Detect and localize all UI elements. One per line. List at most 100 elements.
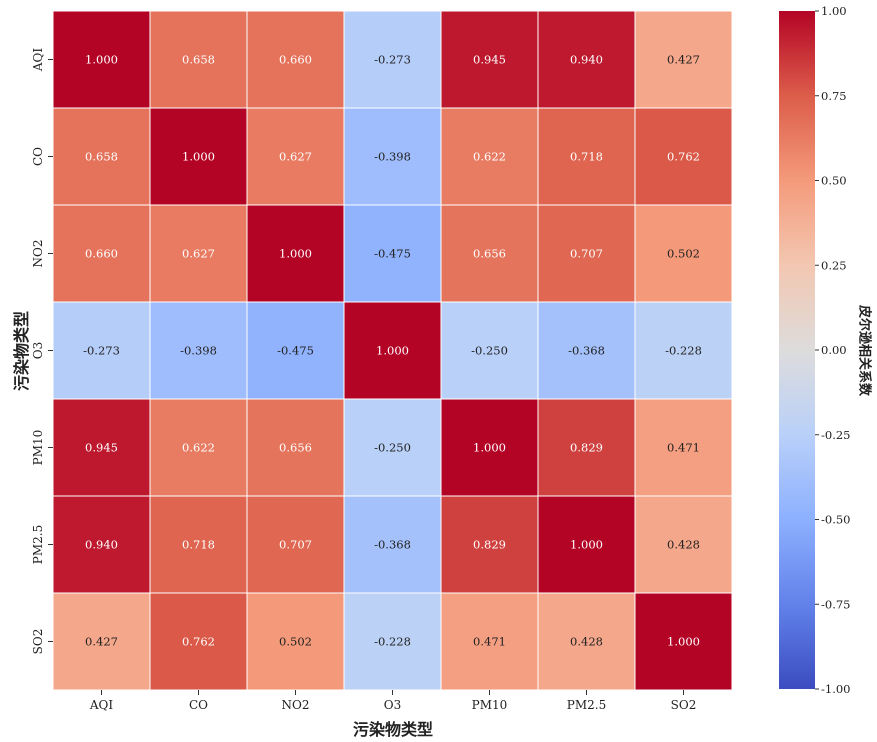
heatmap-cell-PM10-SO2 <box>634 398 733 497</box>
x-axis: AQI CO NO2 O3 PM10 PM2.5 SO2 <box>89 690 696 712</box>
y-axis-title: 污染物类型 <box>12 311 31 392</box>
heatmap-cell-O3-PM2.5 <box>537 301 636 400</box>
cell-value-label: 0.829 <box>570 441 603 455</box>
cell-value-label: 0.707 <box>570 247 603 261</box>
x-tick-label: PM10 <box>472 698 508 712</box>
heatmap-cell-NO2-NO2 <box>246 204 345 303</box>
colorbar-tick-label: 0.25 <box>821 258 847 272</box>
cell-value-label: 0.940 <box>570 53 603 67</box>
cell-value-label: 0.945 <box>473 53 506 67</box>
colorbar-tick-label: 0.75 <box>821 89 847 103</box>
cell-value-label: 0.427 <box>85 635 118 649</box>
heatmap-cell-NO2-AQI <box>52 204 151 303</box>
cell-value-label: -0.398 <box>180 344 217 358</box>
heatmap-cell-AQI-PM2.5 <box>537 10 636 109</box>
colorbar-axis: 1.00 0.75 0.50 0.25 0.00 -0.25 -0.50 -0.75 -1.00 <box>815 4 851 696</box>
cell-value-label: 0.762 <box>667 150 700 164</box>
cell-value-label: -0.273 <box>374 53 411 67</box>
colorbar-title: 皮尔逊相关系数 <box>856 304 872 396</box>
cell-value-label: -0.250 <box>374 441 411 455</box>
y-tick-label: NO2 <box>31 240 45 268</box>
heatmap-cells: 1.000 0.658 0.660 -0.273 0.945 0.940 0.427 0.65… <box>52 10 733 691</box>
cell-value-label: -0.398 <box>374 150 411 164</box>
y-tick-label: O3 <box>31 342 45 359</box>
y-tick-label: PM10 <box>31 430 45 466</box>
cell-value-label: 0.940 <box>85 538 118 552</box>
heatmap-cell-SO2-NO2 <box>246 592 345 691</box>
x-axis-title: 污染物类型 <box>352 720 433 739</box>
heatmap-cell-PM2.5-SO2 <box>634 495 733 594</box>
heatmap-cell-AQI-PM10 <box>440 10 539 109</box>
heatmap-cell-O3-CO <box>149 301 248 400</box>
colorbar <box>779 11 815 689</box>
heatmap-cell-AQI-CO <box>149 10 248 109</box>
cell-value-label: 0.502 <box>279 635 312 649</box>
heatmap-cell-NO2-O3 <box>343 204 442 303</box>
y-tick-label: SO2 <box>31 629 45 655</box>
cell-value-label: 0.428 <box>570 635 603 649</box>
heatmap-cell-PM2.5-AQI <box>52 495 151 594</box>
cell-value-label: 1.000 <box>376 344 409 358</box>
colorbar-tick-label: 1.00 <box>821 4 847 18</box>
cell-value-label: 0.658 <box>182 53 215 67</box>
heatmap-cell-NO2-SO2 <box>634 204 733 303</box>
y-tick-label: PM2.5 <box>31 525 45 564</box>
heatmap-cell-NO2-CO <box>149 204 248 303</box>
cell-value-label: 0.656 <box>279 441 312 455</box>
colorbar-tick-label: -0.25 <box>821 428 851 442</box>
cell-value-label: 1.000 <box>473 441 506 455</box>
heatmap-cell-CO-PM10 <box>440 107 539 206</box>
cell-value-label: 0.471 <box>667 441 700 455</box>
heatmap-cell-CO-SO2 <box>634 107 733 206</box>
heatmap-cell-SO2-O3 <box>343 592 442 691</box>
colorbar-tick-label: -1.00 <box>821 682 851 696</box>
cell-value-label: 0.428 <box>667 538 700 552</box>
cell-value-label: 0.660 <box>279 53 312 67</box>
colorbar-tick-label: 0.50 <box>821 174 847 188</box>
cell-value-label: 1.000 <box>85 53 118 67</box>
x-tick-label: AQI <box>89 698 114 712</box>
x-tick-label: SO2 <box>671 698 697 712</box>
heatmap-cell-PM10-NO2 <box>246 398 345 497</box>
cell-value-label: 0.471 <box>473 635 506 649</box>
cell-value-label: 0.829 <box>473 538 506 552</box>
heatmap-cell-PM2.5-PM10 <box>440 495 539 594</box>
cell-value-label: 0.502 <box>667 247 700 261</box>
heatmap-cell-CO-NO2 <box>246 107 345 206</box>
cell-value-label: -0.250 <box>471 344 508 358</box>
cell-value-label: -0.368 <box>374 538 411 552</box>
colorbar-tick-label: -0.75 <box>821 597 851 611</box>
heatmap-cell-AQI-AQI <box>52 10 151 109</box>
cell-value-label: 0.656 <box>473 247 506 261</box>
heatmap-cell-NO2-PM2.5 <box>537 204 636 303</box>
heatmap-cell-PM2.5-CO <box>149 495 248 594</box>
cell-value-label: 0.627 <box>279 150 312 164</box>
heatmap-cell-O3-SO2 <box>634 301 733 400</box>
cell-value-label: 1.000 <box>667 635 700 649</box>
y-axis: AQI CO NO2 O3 PM10 PM2.5 SO2 <box>31 48 53 655</box>
cell-value-label: 0.427 <box>667 53 700 67</box>
heatmap-cell-SO2-PM2.5 <box>537 592 636 691</box>
y-tick-label: CO <box>31 147 45 166</box>
cell-value-label: 0.718 <box>182 538 215 552</box>
colorbar-tick-label: 0.00 <box>821 343 847 357</box>
cell-value-label: -0.475 <box>277 344 314 358</box>
cell-value-label: 0.622 <box>182 441 215 455</box>
cell-value-label: 0.660 <box>85 247 118 261</box>
heatmap-cell-SO2-SO2 <box>634 592 733 691</box>
heatmap-cell-PM2.5-O3 <box>343 495 442 594</box>
cell-value-label: 0.718 <box>570 150 603 164</box>
cell-value-label: -0.475 <box>374 247 411 261</box>
heatmap-cell-CO-PM2.5 <box>537 107 636 206</box>
heatmap-cell-SO2-AQI <box>52 592 151 691</box>
heatmap-cell-AQI-NO2 <box>246 10 345 109</box>
cell-value-label: -0.273 <box>83 344 120 358</box>
cell-value-label: 0.707 <box>279 538 312 552</box>
cell-value-label: -0.368 <box>568 344 605 358</box>
x-tick-label: CO <box>189 698 208 712</box>
cell-value-label: 1.000 <box>570 538 603 552</box>
cell-value-label: -0.228 <box>665 344 702 358</box>
heatmap-cell-PM10-AQI <box>52 398 151 497</box>
cell-value-label: 0.762 <box>182 635 215 649</box>
